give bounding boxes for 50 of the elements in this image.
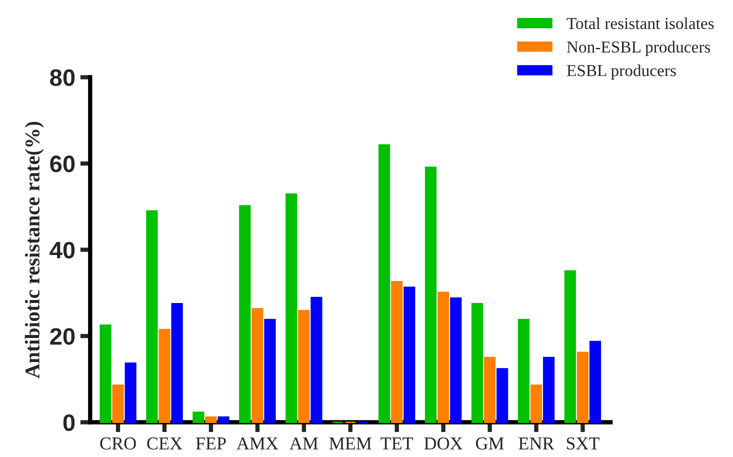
x-tick-label: AM: [290, 437, 318, 450]
bar: [239, 205, 251, 423]
bar: [530, 384, 542, 423]
bar: [484, 356, 496, 423]
bar: [264, 318, 276, 423]
bar: [576, 352, 589, 423]
bar: [589, 340, 602, 423]
x-tick-label: SXT: [566, 437, 600, 450]
bar: [496, 368, 508, 423]
bar: [205, 416, 217, 423]
x-tick-label: MEM: [329, 438, 372, 450]
bar: [391, 280, 403, 423]
bar: [404, 286, 416, 423]
x-tick-label: ENR: [518, 438, 554, 450]
bar: [124, 362, 136, 423]
legend-label: Non-ESBL producers: [566, 40, 710, 56]
bar: [112, 384, 124, 423]
y-axis-title: Antibiotic resistance rate(%): [24, 122, 44, 378]
y-tick-label: 0: [63, 414, 75, 432]
bar: [286, 193, 298, 423]
bar: [298, 310, 310, 423]
x-tick-label: CEX: [147, 437, 182, 450]
y-tick-label: 40: [50, 242, 75, 259]
x-tick-label: GM: [476, 437, 504, 450]
x-tick-label: DOX: [424, 437, 463, 450]
y-tick-label: 60: [50, 156, 75, 172]
bar: [542, 356, 555, 423]
y-tick-label: 20: [50, 328, 75, 345]
x-tick-label: AMX: [236, 437, 278, 450]
x-tick-label: CRO: [100, 437, 136, 450]
bar: [564, 270, 576, 423]
bar: [252, 308, 264, 423]
x-tick-label: FEP: [196, 438, 226, 450]
bar: [471, 302, 484, 423]
bar: [100, 324, 112, 423]
y-tick-label: 80: [50, 69, 75, 86]
bar: [146, 210, 158, 423]
bar: [171, 302, 183, 423]
bar: [518, 318, 530, 423]
legend-label: Total resistant isolates: [566, 17, 714, 30]
x-tick-label: TET: [380, 438, 414, 450]
bar: [158, 328, 170, 423]
bar: [378, 144, 390, 423]
bar: [192, 412, 204, 423]
bar: [310, 296, 322, 423]
legend-label: ESBL producers: [566, 64, 676, 80]
bar: [450, 297, 462, 423]
bar: [424, 166, 437, 423]
bar: [438, 292, 450, 423]
bar: [218, 416, 230, 423]
